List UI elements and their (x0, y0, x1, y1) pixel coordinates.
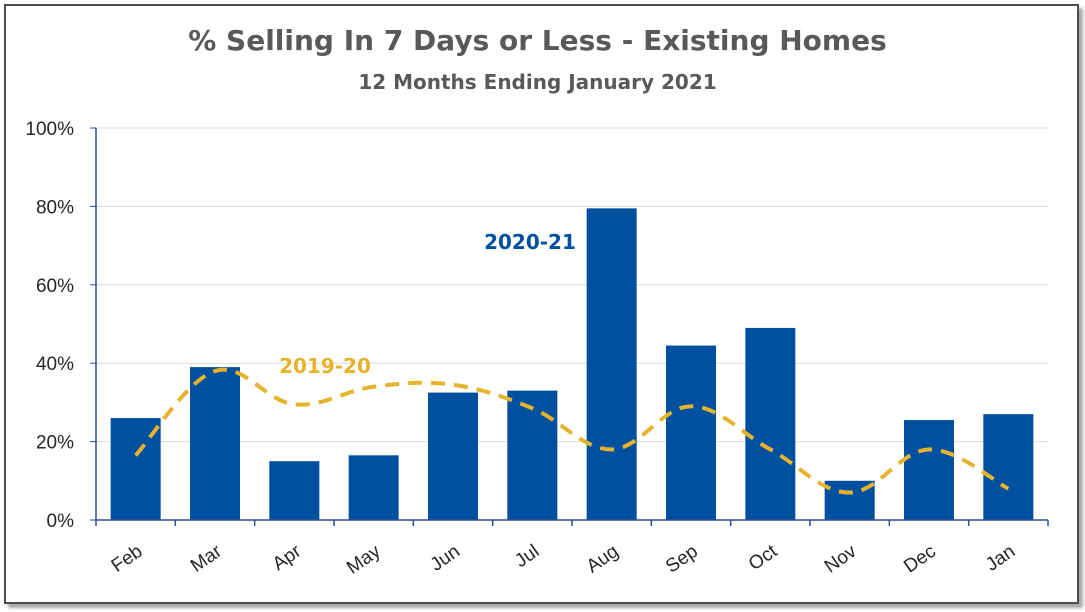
x-tick-label-sep: Sep (662, 541, 702, 578)
bar-aug (586, 208, 637, 521)
line-2019-20 (134, 367, 1010, 495)
bar-sep (666, 345, 716, 520)
bar-mar (190, 367, 240, 520)
bar-jan (983, 414, 1034, 520)
gridlines (96, 127, 1048, 443)
x-tick-label-jun: Jun (427, 541, 464, 576)
x-tick-label-jan: Jan (982, 541, 1019, 576)
chart-title: % Selling In 7 Days or Less - Existing H… (188, 24, 887, 57)
bar-apr (269, 461, 320, 520)
y-tick-label: 40% (36, 354, 74, 375)
x-tick-label-nov: Nov (821, 541, 861, 578)
x-tick-label-dec: Dec (900, 541, 940, 578)
bar-dec (904, 420, 954, 520)
x-tick-label-jul: Jul (511, 541, 543, 572)
y-tick-label: 100% (25, 119, 74, 140)
bar-jul (507, 390, 558, 520)
series-label-2020-21: 2020-21 (484, 230, 576, 254)
x-tick-label-apr: Apr (269, 541, 306, 576)
x-tick-label-mar: Mar (187, 541, 226, 577)
x-tick-label-aug: Aug (583, 541, 623, 578)
y-tick-label: 0% (47, 511, 75, 532)
series-label-2019-20: 2019-20 (279, 354, 371, 378)
x-tick-label-may: May (343, 541, 385, 579)
bar-oct (745, 327, 796, 520)
chart-subtitle: 12 Months Ending January 2021 (358, 70, 717, 94)
x-tick-label-oct: Oct (745, 540, 782, 575)
line-series (134, 367, 1010, 495)
x-tick-labels: Feb Mar Apr May Jun Jul Aug Sep Oct Nov Dec Jan (108, 540, 1020, 578)
y-tick-label: 80% (36, 197, 74, 218)
axes (90, 127, 1049, 526)
series-labels: 2020-21 2019-20 (279, 230, 576, 378)
bar-jun (428, 392, 478, 520)
bar-may (348, 455, 399, 520)
y-tick-label: 20% (36, 433, 74, 454)
y-tick-label: 60% (36, 276, 74, 297)
bar-series (110, 208, 1034, 521)
x-tick-label-feb: Feb (108, 541, 147, 577)
y-tick-labels: 0% 20% 40% 60% 80% 100% (25, 119, 74, 532)
